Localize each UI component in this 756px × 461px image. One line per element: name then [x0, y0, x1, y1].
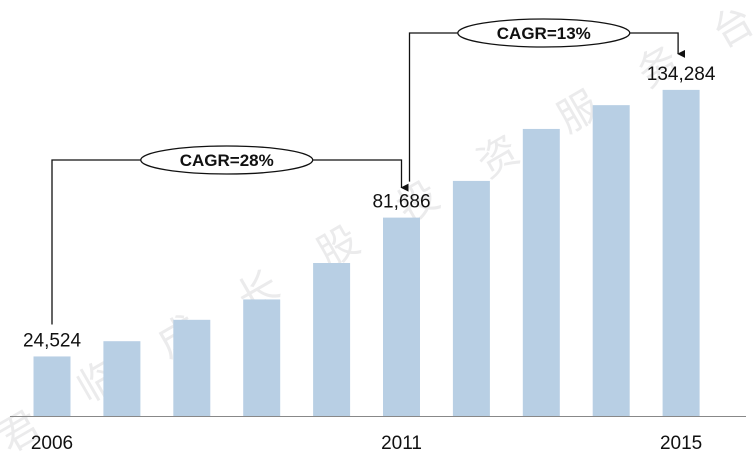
cagr-annotations: CAGR=28% CAGR=13% [51, 18, 686, 325]
bar-2012 [452, 180, 490, 416]
x-tick-label-2006: 2006 [31, 433, 73, 454]
x-tick-label-2015: 2015 [660, 433, 702, 454]
data-label-2011: 81,686 [372, 192, 430, 213]
svg-text:资: 资 [470, 127, 528, 187]
x-tick-label-2011: 2011 [381, 433, 422, 454]
data-label-2015: 134,284 [647, 64, 716, 85]
bar-2015 [662, 89, 700, 416]
bars-group [33, 89, 700, 417]
bar-2006 [33, 356, 71, 416]
cagr-ellipse-1 [140, 145, 314, 175]
x-tick-labels: 2006 2011 2015 [31, 433, 702, 454]
cagr-label-1: CAGR=28% [180, 151, 274, 170]
cagr-label-2: CAGR=13% [497, 24, 591, 43]
bar-2010 [313, 263, 351, 416]
bar-2011 [383, 217, 420, 416]
bar-2007 [103, 341, 141, 416]
data-label-2006: 24,524 [23, 330, 82, 351]
svg-text:台: 台 [705, 0, 756, 57]
bar-2014 [592, 105, 630, 417]
bar-2009 [243, 299, 281, 416]
bar-2013 [522, 128, 560, 416]
bar-2008 [173, 319, 211, 416]
data-labels: 24,524 81,686 134,284 [23, 64, 716, 352]
cagr-ellipse-2 [457, 18, 631, 48]
